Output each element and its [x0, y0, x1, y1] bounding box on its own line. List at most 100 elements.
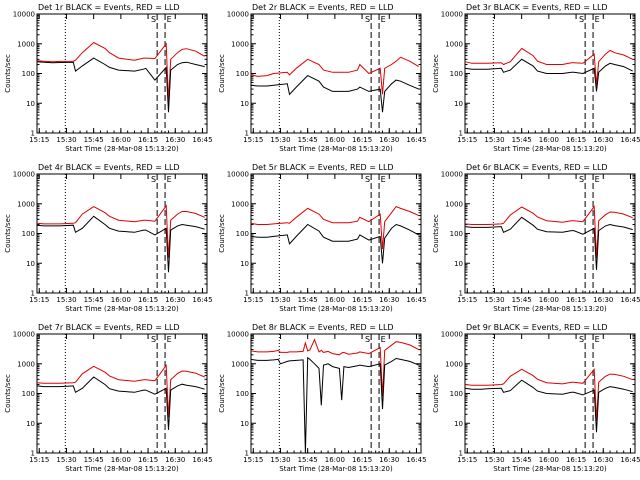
x-tick-label: 16:45: [620, 136, 640, 144]
series-events-line: [464, 58, 633, 92]
x-tick-label: 15:15: [457, 136, 477, 144]
x-tick-label: 15:45: [512, 296, 532, 304]
y-tick-label: 100: [236, 230, 249, 238]
y-tick-label: 1000: [231, 360, 249, 368]
x-tick-label: 16:45: [192, 296, 212, 304]
y-tick-label: 1: [245, 450, 249, 458]
panel-det-4: Det 4r BLACK = Events, RED = LLD 1 10 100 10…: [4, 163, 213, 313]
marker-label-S: S: [151, 335, 156, 344]
y-tick-label: 1: [245, 290, 249, 298]
x-tick-label: 16:30: [379, 136, 399, 144]
x-tick-label: 15:30: [484, 296, 504, 304]
y-axis-label: Counts/sec: [432, 214, 440, 253]
x-tick-label: 16:15: [566, 136, 586, 144]
y-tick-label: 1: [459, 450, 463, 458]
marker-label-S: S: [579, 15, 584, 24]
x-tick-label: 16:30: [593, 456, 613, 464]
y-tick-label: 10: [240, 260, 249, 268]
x-tick-label: 16:00: [111, 456, 131, 464]
y-tick-label: 10000: [13, 11, 35, 19]
y-tick-label: 100: [22, 230, 35, 238]
series-events-line: [464, 216, 633, 270]
y-tick-label: 100: [450, 390, 463, 398]
axes-frame: [36, 13, 208, 134]
panel-det-8: Det 8r BLACK = Events, RED = LLD 1 10 100 10…: [218, 323, 427, 473]
y-tick-label: 1: [31, 450, 35, 458]
y-tick-label: 10000: [441, 171, 463, 179]
series-events-line: [36, 376, 205, 430]
x-tick-label: 16:00: [111, 296, 131, 304]
y-tick-label: 100: [450, 70, 463, 78]
y-tick-label: 100: [236, 390, 249, 398]
x-tick-label: 16:30: [165, 136, 185, 144]
x-tick-label: 15:30: [270, 136, 290, 144]
marker-label-S: S: [365, 15, 370, 24]
y-tick-label: 100: [22, 70, 35, 78]
x-tick-label: 15:15: [29, 296, 49, 304]
x-tick-label: 16:30: [379, 456, 399, 464]
x-tick-label: 15:15: [457, 456, 477, 464]
series-events-line: [250, 223, 419, 264]
x-axis-label: Start Time (28-Mar-08 15:13:20): [279, 305, 393, 313]
panel-det-2: Det 2r BLACK = Events, RED = LLD 1 10 100 10…: [218, 3, 427, 153]
x-tick-label: 15:15: [29, 136, 49, 144]
marker-label-E: E: [167, 15, 172, 24]
x-axis-label: Start Time (28-Mar-08 15:13:20): [493, 145, 607, 153]
x-tick-label: 16:15: [566, 296, 586, 304]
y-tick-label: 10: [454, 260, 463, 268]
axes-frame: [36, 333, 208, 454]
x-tick-label: 16:30: [165, 456, 185, 464]
panel-title: Det 5r BLACK = Events, RED = LLD: [252, 163, 394, 172]
y-tick-label: 10: [26, 260, 35, 268]
panel-title: Det 6r BLACK = Events, RED = LLD: [466, 163, 608, 172]
x-tick-label: 16:45: [192, 456, 212, 464]
y-tick-label: 10000: [441, 11, 463, 19]
y-tick-label: 1000: [445, 40, 463, 48]
panel-title: Det 7r BLACK = Events, RED = LLD: [38, 323, 180, 332]
y-tick-label: 10000: [227, 11, 249, 19]
series-lld-line: [36, 41, 205, 101]
y-tick-label: 10: [454, 100, 463, 108]
series-lld-line: [250, 338, 419, 397]
marker-label-E: E: [381, 15, 386, 24]
marker-label-E: E: [381, 175, 386, 184]
x-tick-label: 15:15: [29, 456, 49, 464]
y-axis-label: Counts/sec: [218, 374, 226, 413]
series-lld-line: [464, 367, 633, 421]
panel-title: Det 9r BLACK = Events, RED = LLD: [466, 323, 608, 332]
y-tick-label: 1000: [17, 40, 35, 48]
series-events-line: [464, 379, 633, 433]
x-tick-label: 15:30: [56, 296, 76, 304]
y-axis-label: Counts/sec: [4, 214, 12, 253]
x-tick-label: 15:30: [270, 456, 290, 464]
x-tick-label: 15:30: [56, 136, 76, 144]
y-axis-label: Counts/sec: [432, 54, 440, 93]
y-tick-label: 10: [454, 420, 463, 428]
x-tick-label: 16:45: [620, 456, 640, 464]
x-tick-label: 15:45: [298, 136, 318, 144]
y-axis-label: Counts/sec: [4, 374, 12, 413]
panel-title: Det 3r BLACK = Events, RED = LLD: [466, 3, 608, 12]
x-tick-label: 15:15: [243, 296, 263, 304]
marker-label-S: S: [151, 175, 156, 184]
x-tick-label: 15:45: [84, 456, 104, 464]
x-tick-label: 15:45: [298, 296, 318, 304]
x-tick-label: 15:15: [243, 456, 263, 464]
y-axis-label: Counts/sec: [432, 374, 440, 413]
marker-label-S: S: [151, 15, 156, 24]
axes-frame: [36, 173, 208, 294]
y-tick-label: 1: [459, 290, 463, 298]
y-tick-label: 1000: [231, 200, 249, 208]
x-tick-label: 16:45: [406, 136, 426, 144]
x-tick-label: 16:15: [566, 456, 586, 464]
y-tick-label: 1000: [231, 40, 249, 48]
series-lld-line: [36, 363, 205, 418]
series-lld-line: [464, 47, 633, 86]
x-tick-label: 16:00: [325, 296, 345, 304]
series-lld-line: [250, 205, 419, 250]
x-axis-label: Start Time (28-Mar-08 15:13:20): [279, 465, 393, 473]
y-tick-label: 10000: [13, 171, 35, 179]
y-tick-label: 100: [236, 70, 249, 78]
series-lld-line: [36, 204, 205, 259]
